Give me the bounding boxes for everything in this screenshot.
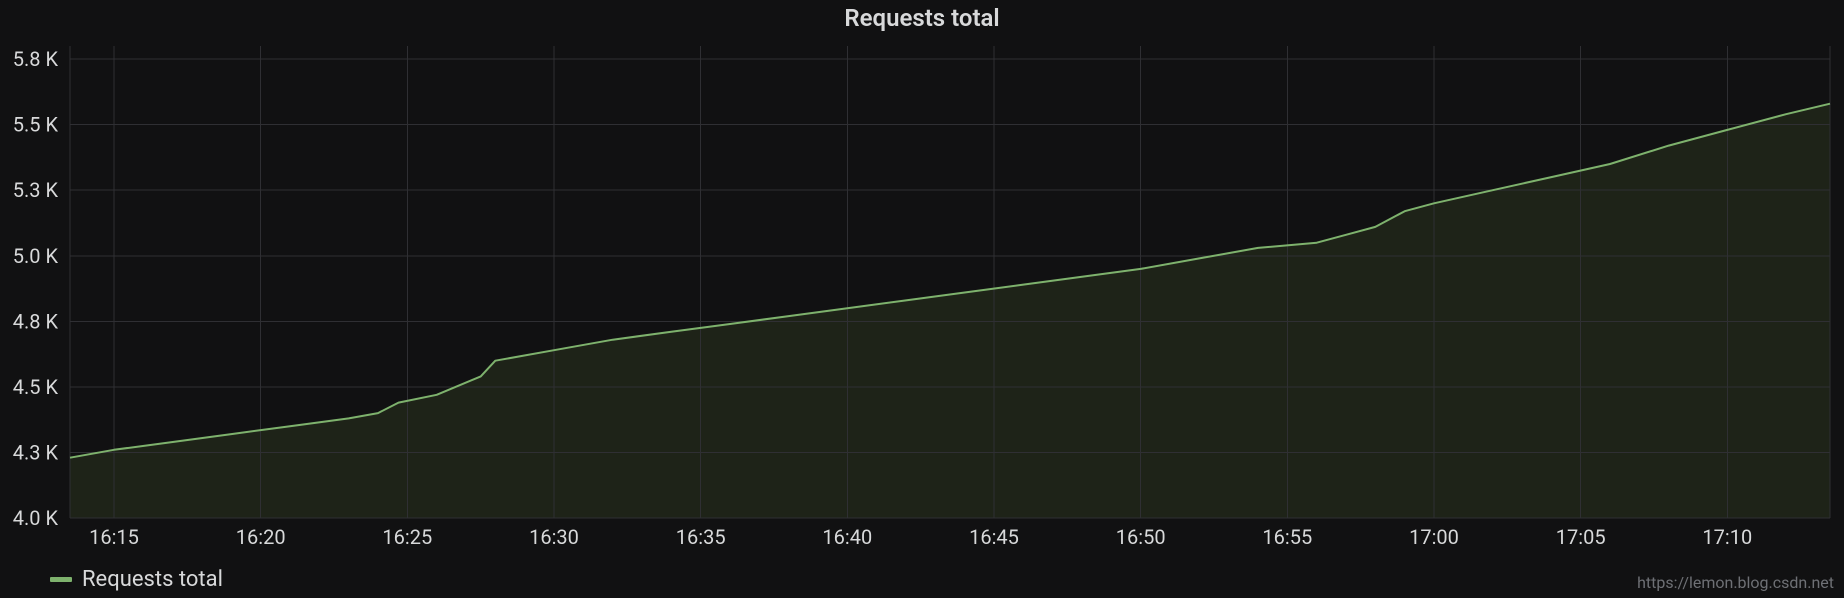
svg-text:16:25: 16:25 — [382, 525, 432, 549]
svg-text:16:35: 16:35 — [676, 525, 726, 549]
svg-text:5.8 K: 5.8 K — [13, 47, 59, 71]
svg-text:4.8 K: 4.8 K — [13, 309, 59, 333]
svg-text:16:15: 16:15 — [89, 525, 139, 549]
svg-text:4.0 K: 4.0 K — [13, 506, 59, 530]
line-chart-svg: 4.0 K 4.3 K 4.5 K 4.8 K 5.0 K 5.3 K 5.5 K 5.8 K… — [0, 36, 1844, 554]
svg-text:16:45: 16:45 — [969, 525, 1019, 549]
chart-panel: Requests total 4.0 K 4.3 K 4.5 K 4.8 K 5.0 K… — [0, 0, 1844, 598]
svg-text:4.3 K: 4.3 K — [13, 440, 59, 464]
chart-title: Requests total — [0, 4, 1844, 32]
svg-text:5.5 K: 5.5 K — [13, 113, 59, 137]
legend-swatch — [50, 577, 72, 582]
svg-text:17:00: 17:00 — [1409, 525, 1459, 549]
svg-text:16:30: 16:30 — [529, 525, 579, 549]
chart-area[interactable]: 4.0 K 4.3 K 4.5 K 4.8 K 5.0 K 5.3 K 5.5 K 5.8 K… — [0, 36, 1844, 563]
svg-text:16:50: 16:50 — [1116, 525, 1166, 549]
chart-legend[interactable]: Requests total — [0, 563, 1844, 598]
svg-text:16:40: 16:40 — [822, 525, 872, 549]
svg-text:5.3 K: 5.3 K — [13, 178, 59, 202]
svg-text:16:20: 16:20 — [236, 525, 286, 549]
svg-text:17:05: 17:05 — [1556, 525, 1606, 549]
legend-label: Requests total — [82, 567, 223, 592]
svg-text:5.0 K: 5.0 K — [13, 244, 59, 268]
svg-text:4.5 K: 4.5 K — [13, 375, 59, 399]
svg-text:17:10: 17:10 — [1702, 525, 1752, 549]
svg-text:16:55: 16:55 — [1262, 525, 1312, 549]
